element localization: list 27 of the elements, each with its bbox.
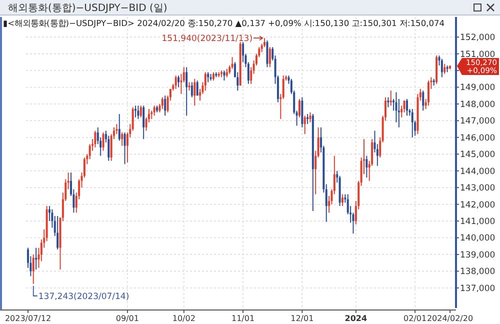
x-tick-label: 12/01 (290, 314, 314, 323)
annotation: 137,243(2023/07/14) (38, 292, 130, 302)
y-tick-label: 147,000 (460, 116, 496, 127)
y-tick-label: 146,000 (460, 133, 496, 144)
x-tick-label: 11/01 (232, 314, 255, 323)
y-tick-label: 142,000 (460, 200, 496, 210)
y-tick-label: 144,000 (460, 166, 496, 177)
chart-title: 해외통화(통합)−USDJPY−BID (일) (8, 3, 168, 14)
y-tick-label: 140,000 (460, 234, 496, 244)
y-tick-label: 137,000 (460, 284, 496, 294)
y-tick-label: 138,000 (460, 267, 496, 278)
y-tick-label: 149,000 (460, 83, 496, 94)
y-tick-label: 151,000 (460, 50, 496, 60)
y-tick-label: 148,000 (460, 100, 496, 110)
x-tick-label: 02/01 (404, 314, 427, 323)
x-tick-label: 2023/07/12 (4, 314, 52, 323)
y-tick-label: 143,000 (460, 184, 496, 194)
x-tick-label: 2024/02/20 (426, 314, 474, 323)
y-tick-label: 145,000 (460, 150, 496, 160)
x-tick-label: 09/01 (116, 314, 139, 323)
annotation: 151,940(2023/11/13) (162, 34, 253, 44)
y-tick-label: 141,000 (460, 217, 496, 228)
y-tick-label: 139,000 (460, 250, 496, 260)
y-tick-label: 152,000 (460, 33, 496, 44)
chart-subtitle: ▮<해외통화(통합)−USDJPY−BID> 2024/02/20 종:150,270 ▲0,137 +0,09% 시:150,130 고:150,301 저:150,074 (3, 18, 445, 28)
x-tick-label: 2024 (344, 314, 368, 323)
x-tick-label: 10/02 (172, 314, 196, 323)
